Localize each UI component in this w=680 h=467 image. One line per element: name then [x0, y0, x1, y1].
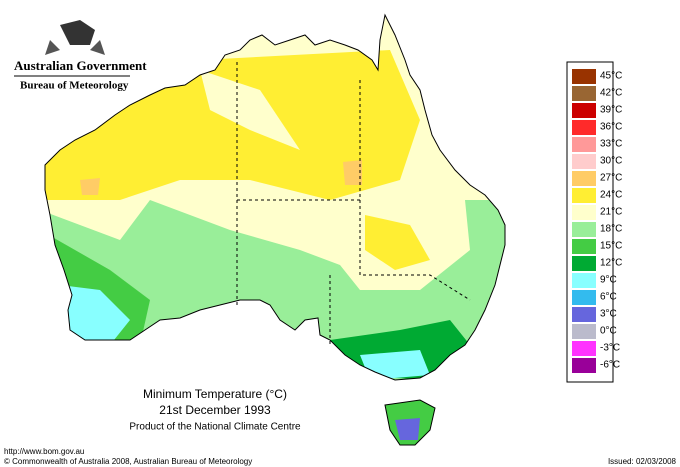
map-title: Minimum Temperature (°C) [143, 387, 287, 401]
legend-label: -3°C [600, 343, 620, 354]
legend-swatch [572, 154, 596, 169]
legend-label: -6°C [600, 360, 620, 371]
legend-swatch [572, 307, 596, 322]
legend-swatch [572, 205, 596, 220]
coat-of-arms [45, 20, 105, 55]
footer-issued: Issued: 02/03/2008 [608, 457, 677, 466]
legend-label: 27°C [600, 173, 622, 184]
legend-swatch [572, 69, 596, 84]
legend-swatch [572, 290, 596, 305]
legend-swatch [572, 86, 596, 101]
map-date: 21st December 1993 [159, 403, 271, 417]
legend-label: 21°C [600, 207, 622, 218]
legend: 45°C 42°C 39°C 36°C 33°C 30°C 27°C 24°C 21°C 18°C… [572, 69, 622, 373]
legend-swatch [572, 188, 596, 203]
legend-swatch [572, 137, 596, 152]
legend-label: 45°C [600, 71, 622, 82]
legend-swatch [572, 256, 596, 271]
legend-swatch [572, 171, 596, 186]
government-name: Australian Government [14, 58, 147, 73]
coastline [44, 13, 506, 446]
footer-url: http://www.bom.gov.au [4, 447, 84, 456]
legend-swatch [572, 222, 596, 237]
legend-swatch [572, 103, 596, 118]
legend-label: 18°C [600, 224, 622, 235]
legend-label: 9°C [600, 275, 617, 286]
legend-label: 24°C [600, 190, 622, 201]
legend-label: 12°C [600, 258, 622, 269]
legend-label: 0°C [600, 326, 617, 337]
legend-label: 39°C [600, 105, 622, 116]
state-borders [236, 62, 471, 345]
legend-label: 36°C [600, 122, 622, 133]
legend-swatch [572, 324, 596, 339]
legend-label: 30°C [600, 156, 622, 167]
legend-swatch [572, 239, 596, 254]
legend-swatch [572, 120, 596, 135]
bureau-name: Bureau of Meteorology [20, 80, 129, 92]
legend-label: 3°C [600, 309, 617, 320]
legend-swatch [572, 358, 596, 373]
map-product: Product of the National Climate Centre [129, 422, 301, 433]
legend-label: 42°C [600, 88, 622, 99]
footer-copyright: © Commonwealth of Australia 2008, Austra… [4, 457, 252, 466]
legend-label: 15°C [600, 241, 622, 252]
legend-label: 33°C [600, 139, 622, 150]
legend-swatch [572, 341, 596, 356]
legend-swatch [572, 273, 596, 288]
legend-label: 6°C [600, 292, 617, 303]
